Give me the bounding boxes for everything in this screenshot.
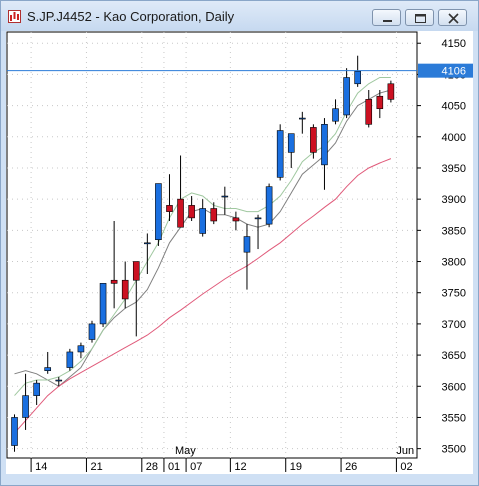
y-tick-label: 3600 [442, 381, 466, 393]
title-bar[interactable]: S.JP.J4452 - Kao Corporation, Daily [1, 1, 478, 31]
y-tick-label: 3650 [442, 350, 466, 362]
day-label: 01 [168, 461, 180, 473]
candle-body [254, 217, 262, 220]
candle-body [354, 70, 361, 85]
candle-body [243, 236, 251, 253]
y-tick-label: 3500 [442, 444, 466, 456]
candle-body [188, 205, 195, 219]
day-label: 12 [234, 461, 246, 473]
price-chart[interactable]: 3500 3550 3600 3650 3700 3750 3800 3850 3900 3950… [6, 31, 473, 474]
candle-body [55, 379, 63, 382]
day-label: 26 [345, 461, 357, 473]
y-tick-label: 4050 [442, 101, 466, 113]
month-label: May [175, 445, 196, 457]
candle-body [99, 283, 107, 325]
close-icon [448, 13, 459, 24]
candle-body [332, 108, 339, 122]
candle-body [343, 77, 350, 116]
candle-body [287, 133, 295, 153]
moving-average-line-2 [14, 77, 391, 396]
candle-body [166, 205, 173, 212]
day-label: 21 [90, 461, 102, 473]
day-label: 19 [290, 461, 302, 473]
restore-icon [415, 14, 426, 23]
y-tick-label: 3950 [442, 163, 466, 175]
candle-body [22, 395, 29, 418]
candle-body [44, 367, 52, 371]
candle-body [210, 208, 218, 222]
day-label: 28 [146, 461, 158, 473]
candle-body [265, 186, 273, 225]
candle-body [365, 99, 373, 125]
y-tick-label: 3700 [442, 319, 466, 331]
candle-body [88, 323, 96, 340]
window-title: S.JP.J4452 - Kao Corporation, Daily [27, 9, 235, 24]
minimize-icon [383, 20, 392, 22]
candle-body [177, 198, 184, 228]
y-tick-label: 4000 [442, 132, 466, 144]
candle-body [387, 83, 395, 100]
day-label: 14 [35, 461, 47, 473]
y-tick-label: 3900 [442, 194, 466, 206]
month-label: Jun [396, 445, 414, 457]
y-tick-label: 3750 [442, 288, 466, 300]
candle-body [144, 242, 151, 245]
candle-body [132, 261, 140, 281]
last-price-tag [418, 63, 473, 78]
candle-body [376, 95, 384, 110]
minimize-button[interactable] [372, 9, 401, 26]
day-label: 07 [190, 461, 202, 473]
candle-body [221, 195, 229, 198]
candle-body [155, 183, 162, 240]
candle-body [199, 208, 206, 234]
y-tick-label: 4150 [442, 38, 466, 50]
candle-body [310, 127, 317, 153]
moving-average-line-3 [14, 158, 392, 434]
candle-body [232, 217, 240, 222]
close-button[interactable] [438, 9, 467, 26]
candle-body [11, 417, 18, 446]
y-tick-label: 3550 [442, 412, 466, 424]
candle-body [77, 345, 85, 353]
candle-body [121, 279, 129, 300]
last-price-label: 4106 [442, 66, 466, 78]
candle-body [33, 382, 40, 396]
candle-body [110, 279, 118, 284]
candle-body [321, 124, 328, 166]
chart-area: 3500 3550 3600 3650 3700 3750 3800 3850 3900 3950… [6, 31, 473, 474]
restore-button[interactable] [405, 9, 434, 26]
y-tick-label: 3850 [442, 225, 466, 237]
candle-body [66, 351, 74, 368]
chart-app-icon [8, 10, 21, 23]
y-tick-label: 3800 [442, 257, 466, 269]
candle-body [276, 130, 284, 178]
candle-body [299, 117, 306, 120]
day-label: 02 [400, 461, 412, 473]
